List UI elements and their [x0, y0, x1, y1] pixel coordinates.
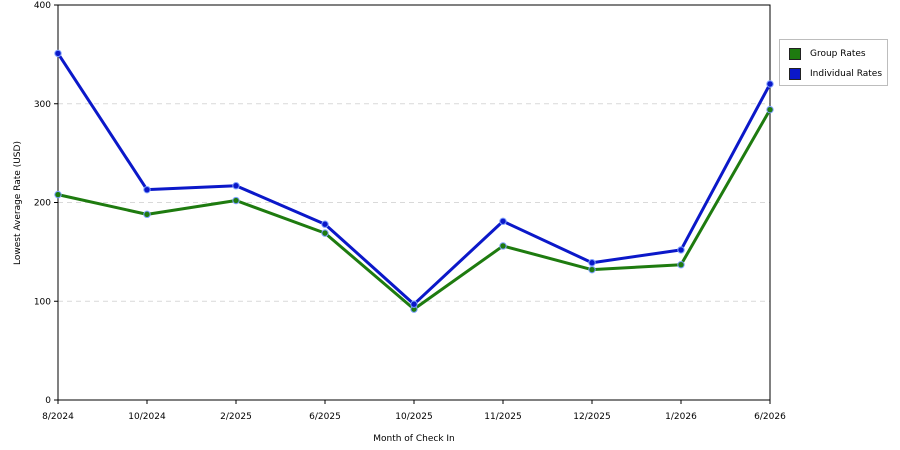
gridlines: [58, 103, 770, 302]
y-axis-title: Lowest Average Rate (USD): [13, 141, 23, 265]
data-point-group-rates: [232, 196, 240, 205]
data-point-individual-rates: [143, 185, 151, 194]
axes: [54, 4, 771, 404]
series-lines: [54, 49, 774, 313]
series-line-group-rates: [57, 108, 772, 311]
y-tick-label: 300: [34, 100, 51, 110]
x-axis-title: Month of Check In: [373, 434, 455, 444]
tick-labels: 0 100 200 300 400 8/2024 10/2024 2/2025 6/2025 10…: [34, 1, 786, 422]
data-point-group-rates: [588, 265, 596, 274]
y-tick-label: 400: [34, 1, 51, 11]
x-tick-label: 10/2025: [395, 412, 432, 422]
x-tick-label: 8/2024: [42, 412, 74, 422]
y-tick-label: 200: [34, 199, 51, 209]
x-tick-label: 1/2026: [665, 412, 697, 422]
data-point-individual-rates: [410, 300, 418, 308]
data-point-group-rates: [677, 261, 685, 269]
legend-swatch-individual-rates: [789, 68, 801, 80]
x-tick-label: 12/2025: [573, 412, 610, 422]
data-point-group-rates: [766, 105, 774, 114]
legend-item-group-rates: Group Rates: [789, 47, 866, 61]
x-tick-label: 2/2025: [220, 412, 252, 422]
data-point-group-rates: [499, 242, 507, 250]
legend: Group Rates Individual Rates: [779, 39, 888, 86]
data-point-group-rates: [143, 210, 151, 219]
data-point-group-rates: [54, 190, 62, 199]
data-point-individual-rates: [232, 182, 240, 190]
data-point-individual-rates: [499, 217, 507, 225]
y-tick-label: 0: [45, 396, 51, 406]
data-point-individual-rates: [321, 220, 329, 228]
data-point-group-rates: [321, 229, 329, 237]
x-tick-label: 6/2025: [309, 412, 341, 422]
data-point-individual-rates: [677, 246, 685, 254]
y-tick-label: 100: [34, 297, 51, 307]
x-tick-label: 10/2024: [128, 412, 166, 422]
legend-swatch-group-rates: [789, 48, 801, 60]
data-point-individual-rates: [54, 49, 62, 58]
data-point-individual-rates: [588, 259, 596, 267]
x-tick-label: 11/2025: [484, 412, 521, 422]
legend-item-individual-rates: Individual Rates: [789, 67, 882, 81]
data-point-individual-rates: [766, 80, 774, 88]
legend-label-group-rates: Group Rates: [810, 49, 866, 59]
x-tick-label: 6/2026: [754, 412, 786, 422]
legend-label-individual-rates: Individual Rates: [810, 69, 883, 79]
